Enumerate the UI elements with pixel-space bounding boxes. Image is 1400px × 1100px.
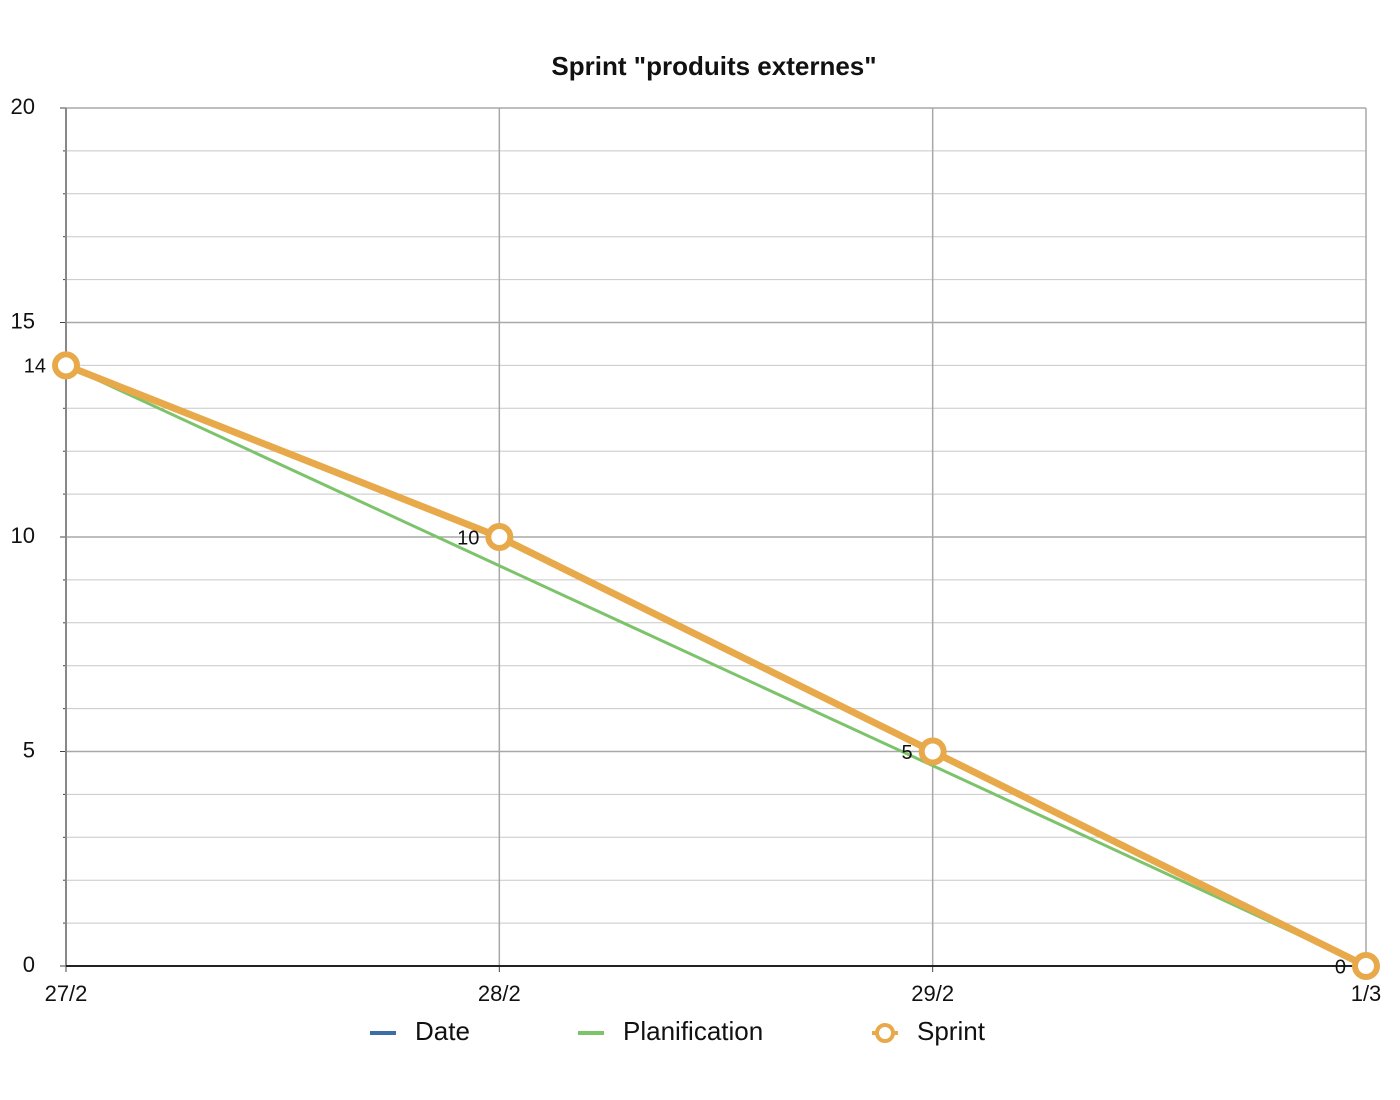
marker <box>1352 952 1380 980</box>
series-line <box>62 361 1370 970</box>
chart-title: Sprint "produits externes" <box>551 51 876 81</box>
legend-label: Planification <box>623 1016 763 1046</box>
legend-marker <box>875 1023 895 1043</box>
data-label: 10 <box>457 527 479 549</box>
series-line <box>64 363 1368 968</box>
data-label: 5 <box>902 742 913 764</box>
y-tick-label: 10 <box>11 523 35 548</box>
x-tick-label: 27/2 <box>45 981 88 1006</box>
marker <box>918 737 947 766</box>
legend-label: Date <box>415 1016 470 1046</box>
y-tick-label: 0 <box>23 952 35 977</box>
data-label: 14 <box>24 356 46 378</box>
y-tick-label: 20 <box>11 94 35 119</box>
x-tick-label: 29/2 <box>911 981 954 1006</box>
marker <box>485 523 514 551</box>
x-tick-label: 1/3 <box>1351 981 1382 1006</box>
x-tick-label: 28/2 <box>478 981 521 1006</box>
legend-label: Sprint <box>917 1016 986 1046</box>
marker <box>52 351 80 380</box>
y-tick-label: 15 <box>11 308 35 333</box>
data-label: 0 <box>1335 956 1346 978</box>
y-tick-label: 5 <box>23 737 35 762</box>
